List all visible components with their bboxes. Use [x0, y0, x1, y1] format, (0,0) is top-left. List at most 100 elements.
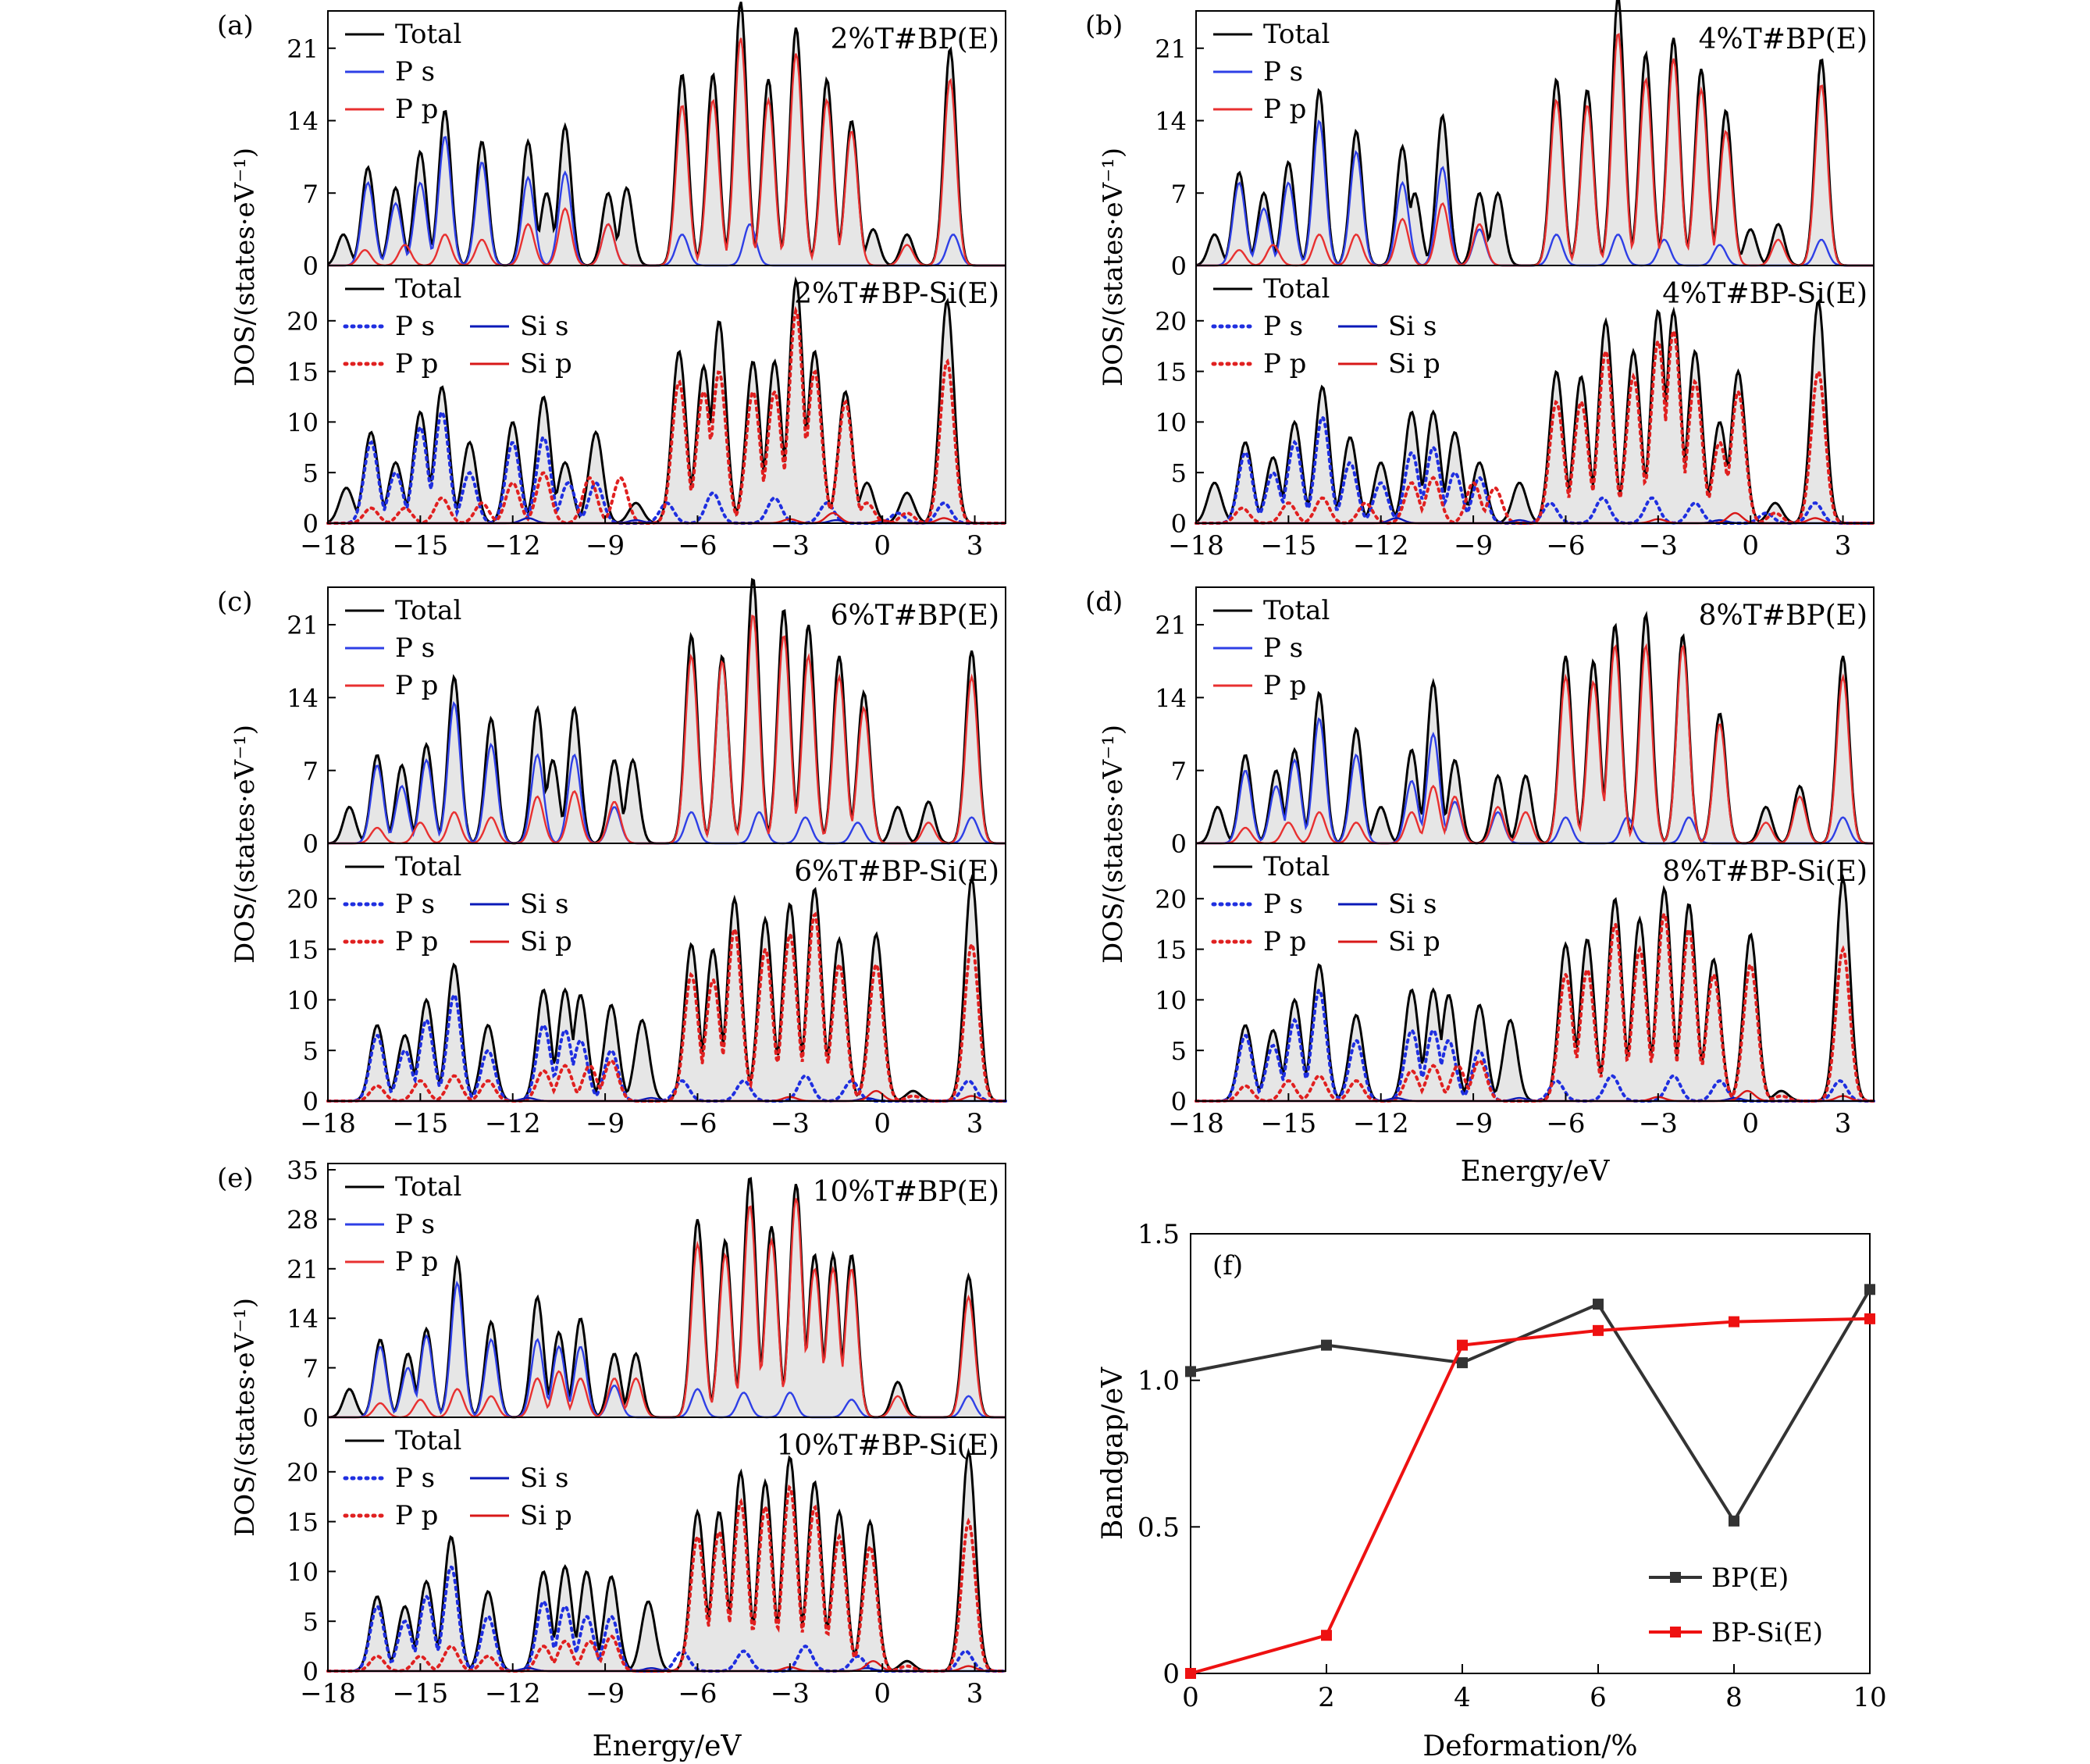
subplot-title: 10%T#BP(E) [813, 1176, 999, 1208]
legend-label: P s [395, 1463, 435, 1494]
legend-marker [1670, 1572, 1681, 1583]
legend-label: P s [395, 56, 435, 87]
data-point [1593, 1324, 1604, 1336]
legend-label: P p [1263, 670, 1306, 701]
legend-label: P s [1263, 889, 1303, 920]
y-tick-label: 21 [1155, 34, 1187, 64]
y-tick-label: 5 [303, 1607, 319, 1637]
subplot-bp: 0 7 14 21 4%T#BP(E) Total P s P p [1155, 0, 1875, 281]
x-tick-label: −12 [485, 1108, 541, 1139]
x-tick-label: 3 [1835, 530, 1852, 561]
plot-frame [1195, 265, 1875, 524]
legend-label: P s [1263, 633, 1303, 664]
x-tick-label: −3 [771, 1108, 810, 1139]
legend-label: P p [1263, 926, 1306, 957]
data-point [1321, 1339, 1332, 1351]
legend-label: Total [395, 1171, 461, 1203]
panel-a: (a) DOS/(states·eV⁻¹) 0 7 14 21 2%T#BP(E) Total… [217, 2, 1007, 561]
plot-frame [327, 265, 1006, 524]
y-axis-label: DOS/(states·eV⁻¹) [1098, 725, 1129, 964]
subplot-title: 8%T#BP-Si(E) [1662, 856, 1867, 888]
x-tick-label: −9 [586, 530, 625, 561]
y-tick-label: 21 [1155, 611, 1187, 640]
x-tick-label: −6 [678, 1108, 717, 1139]
total-dos-fill [328, 878, 1006, 1101]
x-tick-label: −6 [1546, 1108, 1585, 1139]
series-p-p [328, 37, 1006, 267]
y-tick-label: 15 [287, 935, 319, 965]
y-tick-label: 10 [287, 1557, 319, 1587]
panel-label: (a) [217, 10, 254, 41]
y-tick-label: 5 [303, 458, 319, 488]
legend-label: P p [395, 1500, 438, 1531]
y-tick-label: 0 [1171, 829, 1187, 859]
legend-label: Si s [1388, 889, 1437, 920]
x-tick-label: −18 [1168, 1108, 1224, 1139]
x-tick-label: 8 [1725, 1682, 1743, 1713]
legend-label: Total [1263, 595, 1330, 626]
data-point [1864, 1313, 1875, 1324]
legend-label: Si p [520, 348, 572, 380]
x-tick-label: −12 [1353, 1108, 1409, 1139]
y-axis-label: DOS/(states·eV⁻¹) [230, 725, 261, 964]
total-dos-fill [1196, 615, 1874, 843]
data-point [1593, 1299, 1604, 1310]
x-tick-label: 4 [1454, 1682, 1471, 1713]
y-tick-label: 10 [287, 985, 319, 1015]
subplot-title: 8%T#BP(E) [1699, 600, 1867, 632]
subplot-bp-si: 0 5 10 15 20 10%T#BP-Si(E) Total P s P p Si s Si p [287, 1417, 1007, 1687]
y-axis-label: DOS/(states·eV⁻¹) [230, 148, 261, 387]
legend-label: P p [1263, 348, 1306, 380]
legend-label: Si p [520, 926, 572, 957]
y-tick-label: 14 [1155, 683, 1187, 713]
subplot-title: 2%T#BP-Si(E) [794, 278, 999, 310]
legend-label: Total [395, 273, 461, 305]
x-tick-label: 0 [874, 1678, 891, 1709]
y-tick-label: 28 [287, 1205, 319, 1235]
x-tick-label: 6 [1590, 1682, 1607, 1713]
subplot-bp: 0 7 14 21 28 35 10%T#BP(E) Total P s P p [287, 1156, 1006, 1433]
legend-label: Total [395, 851, 461, 882]
legend-marker [1670, 1627, 1681, 1637]
x-tick-label: 0 [874, 1108, 891, 1139]
total-dos-fill [1196, 0, 1874, 265]
x-tick-label: −15 [1260, 530, 1316, 561]
y-tick-label: 15 [287, 1508, 319, 1538]
legend-label: Si p [1388, 348, 1440, 380]
data-point [1729, 1316, 1739, 1327]
legend-label: Total [1263, 19, 1330, 50]
y-tick-label: 5 [1171, 1036, 1187, 1066]
panel-b: (b) DOS/(states·eV⁻¹) 0 7 14 21 4%T#BP(E) Total… [1085, 0, 1875, 561]
legend-label: BP-Si(E) [1711, 1617, 1823, 1648]
data-point [1185, 1668, 1196, 1679]
series-line-bp-sie [1190, 1317, 1871, 1675]
x-axis-label: Energy/eV [593, 1730, 742, 1762]
subplot-bp-si: 0 5 10 15 20 2%T#BP-Si(E) Total P s P p Si s Si p [287, 265, 1007, 539]
panel-label: (d) [1085, 586, 1123, 618]
data-point [1729, 1515, 1739, 1527]
panel-c: (c) DOS/(states·eV⁻¹) 0 7 14 21 6%T#BP(E) Total… [217, 578, 1007, 1139]
x-tick-label: 3 [967, 1678, 984, 1709]
x-tick-label: −12 [485, 530, 541, 561]
y-tick-label: 0 [1171, 509, 1187, 539]
subplot-title: 4%T#BP-Si(E) [1662, 278, 1867, 310]
y-tick-label: 15 [1155, 935, 1187, 965]
legend-label: Si p [520, 1500, 572, 1531]
plot-frame [327, 1417, 1006, 1672]
panel-d: (d) DOS/(states·eV⁻¹) 0 7 14 21 8%T#BP(E) Total… [1085, 586, 1875, 1188]
data-point [1457, 1357, 1468, 1369]
y-axis-label: DOS/(states·eV⁻¹) [230, 1298, 261, 1537]
legend-label: Si s [520, 311, 568, 342]
y-axis-label: DOS/(states·eV⁻¹) [1098, 148, 1129, 387]
series-p-s [326, 409, 1007, 526]
x-tick-label: −12 [1353, 530, 1409, 561]
y-tick-label: 5 [303, 1036, 319, 1066]
y-axis-label: Bandgap/eV [1097, 1367, 1129, 1540]
y-tick-label: 20 [1155, 885, 1187, 914]
x-tick-label: −6 [678, 1678, 717, 1709]
legend-label: P p [395, 670, 438, 701]
panel-label: (f) [1212, 1250, 1243, 1281]
y-tick-label: 0 [1162, 1659, 1180, 1690]
panel-e: (e)DOS/(states·eV⁻¹) 071421283510%T#BP(E)… [217, 1156, 1007, 1762]
x-tick-label: 0 [874, 530, 891, 561]
